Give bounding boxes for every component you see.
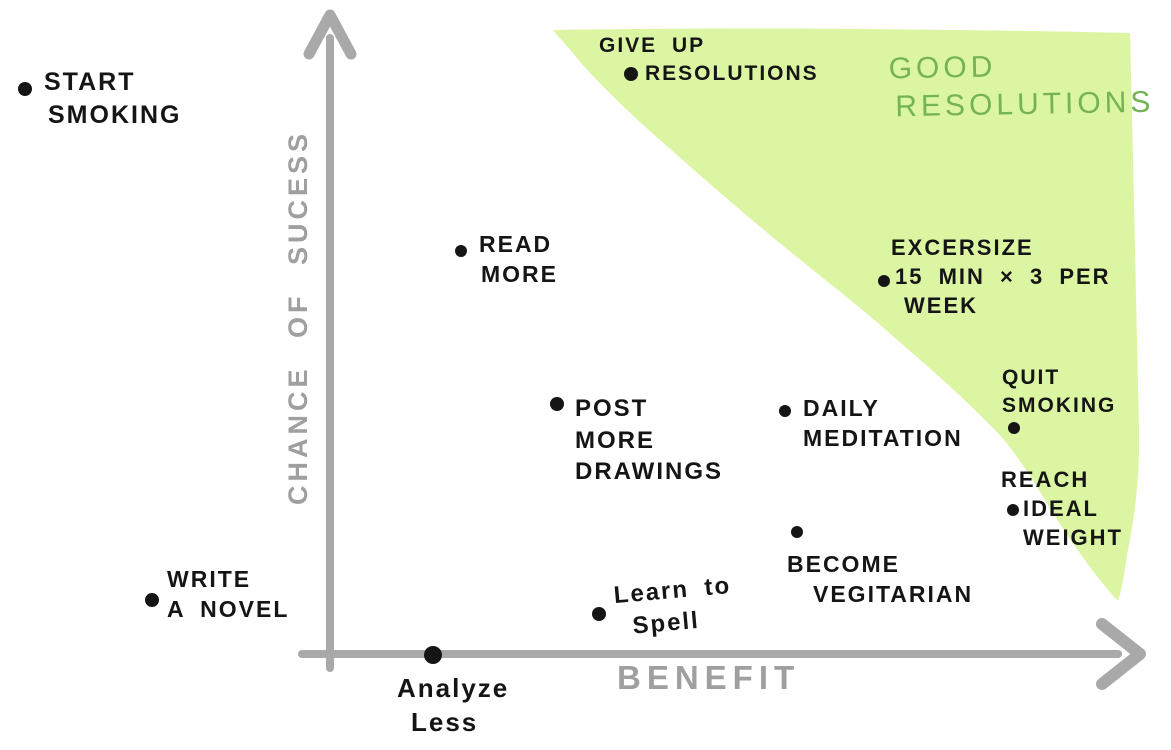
- point-label-line: READ: [479, 231, 553, 257]
- point-label-line: BECOME: [787, 551, 900, 577]
- point-label-line: SMOKING: [48, 101, 182, 129]
- point-label-line: WEIGHT: [1023, 525, 1123, 551]
- point-label-reach-ideal-weight: REACH IDEAL WEIGHT: [1001, 465, 1123, 552]
- point-dot-read-more: [455, 245, 467, 257]
- point-label-line: DRAWINGS: [575, 458, 723, 486]
- point-dot-become-vegitarian: [791, 526, 803, 538]
- point-label-line: START: [44, 68, 136, 96]
- good-resolutions-region: [553, 28, 1140, 602]
- y-axis-label: CHANCE OF SUCESS: [283, 129, 313, 505]
- point-label-line: MORE: [575, 426, 655, 454]
- point-label-line: MEDITATION: [803, 425, 963, 452]
- point-label-line: MORE: [481, 261, 558, 288]
- point-dot-learn-to-spell: [592, 607, 606, 621]
- point-dot-quit-smoking: [1008, 422, 1020, 434]
- point-label-learn-to-spell: Learn to Spell: [612, 570, 735, 643]
- point-label-line: SMOKING: [1002, 393, 1117, 417]
- region-label: GOOD RESOLUTIONS: [888, 46, 1154, 126]
- point-label-post-more-drawings: POST MORE DRAWINGS: [575, 393, 723, 488]
- point-dot-excersize: [878, 275, 890, 287]
- point-label-become-vegitarian: BECOME VEGITARIAN: [787, 549, 973, 610]
- point-dot-give-up-resolutions: [624, 67, 638, 81]
- point-label-line: DAILY: [803, 395, 880, 421]
- point-label-quit-smoking: QUIT SMOKING: [1002, 364, 1116, 419]
- point-label-line: POST: [575, 395, 649, 422]
- point-label-line: Analyze: [397, 673, 510, 703]
- point-dot-post-more-drawings: [550, 397, 564, 411]
- point-label-daily-meditation: DAILY MEDITATION: [803, 393, 963, 454]
- point-label-line: EXCERSIZE: [891, 235, 1034, 260]
- point-label-give-up-resolutions: GIVE UP RESOLUTIONS: [599, 32, 819, 87]
- point-label-line: REACH: [1001, 467, 1090, 492]
- point-label-line: IDEAL: [1023, 496, 1099, 522]
- point-dot-reach-ideal-weight: [1007, 504, 1019, 516]
- point-label-line: 15 MIN × 3 PER: [895, 264, 1111, 290]
- region-label-line2: RESOLUTIONS: [895, 85, 1155, 123]
- y-axis-arrow-icon: [303, 9, 357, 60]
- point-dot-analyze-less: [424, 646, 442, 664]
- point-dot-write-a-novel: [145, 593, 159, 607]
- point-dot-daily-meditation: [779, 405, 791, 417]
- region-label-line1: GOOD: [888, 50, 997, 86]
- point-label-line: QUIT: [1002, 366, 1061, 389]
- x-axis-arrow-icon: [1096, 618, 1146, 690]
- point-label-analyze-less: Analyze Less: [397, 671, 509, 740]
- x-axis-label: BENEFIT: [617, 659, 801, 696]
- point-label-line: WRITE: [167, 566, 252, 592]
- point-label-excersize: EXCERSIZE 15 MIN × 3 PER WEEK: [891, 233, 1111, 320]
- point-label-line: A NOVEL: [167, 596, 290, 623]
- point-label-line: RESOLUTIONS: [645, 61, 819, 85]
- point-label-line: GIVE UP: [599, 34, 706, 57]
- point-label-write-a-novel: WRITE A NOVEL: [167, 564, 289, 625]
- point-label-line: WEEK: [904, 293, 978, 319]
- point-label-read-more: READ MORE: [479, 229, 558, 290]
- point-label-line: VEGITARIAN: [813, 581, 974, 608]
- point-dot-start-smoking: [18, 82, 32, 96]
- point-label-start-smoking: START SMOKING: [44, 66, 181, 132]
- point-label-line: Less: [411, 707, 479, 738]
